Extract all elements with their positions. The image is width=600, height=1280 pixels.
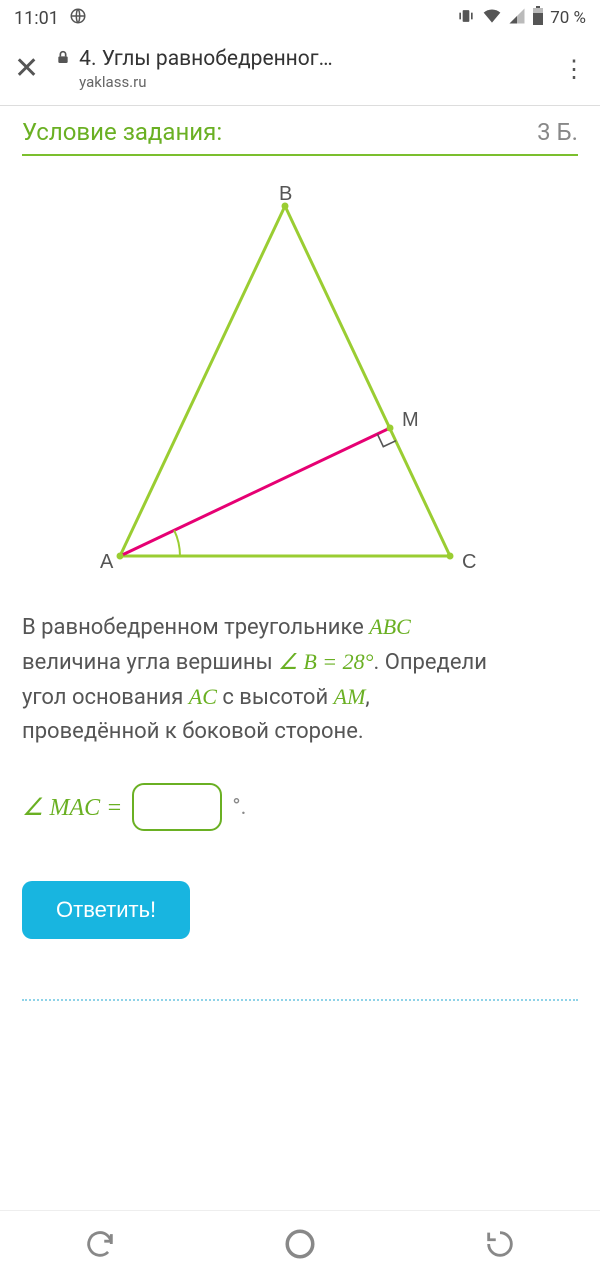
answer-label: ∠ MAC =: [22, 793, 122, 822]
answer-row: ∠ MAC = °.: [22, 783, 578, 831]
text-frag: . Определи: [373, 650, 486, 675]
status-bar: 11:01 70 %: [0, 0, 600, 36]
triangle-figure: A B C M: [22, 186, 578, 586]
battery-icon: [532, 6, 544, 31]
recent-icon[interactable]: [483, 1227, 517, 1265]
text-frag: угол основания: [22, 685, 189, 710]
degree-label: °.: [232, 795, 246, 820]
vibrate-icon: [456, 6, 476, 31]
globe-icon: [69, 7, 87, 30]
bottom-nav: [0, 1210, 600, 1280]
svg-text:B: B: [279, 186, 292, 205]
text-frag: ,: [365, 685, 369, 710]
svg-text:C: C: [462, 551, 476, 573]
wifi-icon: [482, 6, 502, 31]
problem-text: В равнобедренном треугольнике ABC величи…: [22, 610, 578, 749]
status-right: 70 %: [456, 6, 586, 31]
math-ac: AC: [189, 684, 217, 709]
answer-input[interactable]: [132, 783, 222, 831]
close-icon[interactable]: ✕: [14, 54, 39, 84]
content-area: Условие задания: 3 Б. ABCM В равнобедрен…: [0, 106, 600, 1210]
svg-text:M: M: [402, 409, 419, 431]
browser-bar: ✕ 4. Углы равнобедренног… yaklass.ru ⋮: [0, 36, 600, 106]
dotted-separator: [22, 999, 578, 1001]
math-am: AM: [334, 684, 366, 709]
text-frag: В равнобедренном треугольнике: [22, 615, 369, 640]
math-abc: ABC: [369, 614, 411, 639]
page-title: 4. Углы равнобедренног…: [79, 46, 333, 73]
refresh-icon[interactable]: [83, 1227, 117, 1265]
math-angleb: ∠ B = 28°: [278, 649, 373, 674]
tab-title-block: 4. Углы равнобедренног… yaklass.ru: [55, 46, 546, 93]
home-circle-icon[interactable]: [283, 1227, 317, 1265]
status-left: 11:01: [14, 7, 87, 30]
task-header: Условие задания: 3 Б.: [22, 118, 578, 156]
svg-text:A: A: [100, 551, 114, 573]
text-frag: проведённой к боковой стороне.: [22, 719, 364, 744]
lock-icon: [55, 46, 71, 73]
signal-icon: [508, 7, 526, 30]
battery-label: 70 %: [550, 8, 586, 28]
page-url: yaklass.ru: [79, 73, 546, 93]
time-label: 11:01: [14, 8, 59, 29]
text-frag: величина угла вершины: [22, 650, 278, 675]
task-points: 3 Б.: [537, 118, 578, 146]
task-condition-label: Условие задания:: [22, 118, 222, 146]
triangle-svg: A B C M: [90, 186, 510, 586]
text-frag: с высотой: [217, 685, 334, 710]
more-icon[interactable]: ⋮: [562, 55, 586, 83]
answer-button[interactable]: Ответить!: [22, 881, 190, 939]
